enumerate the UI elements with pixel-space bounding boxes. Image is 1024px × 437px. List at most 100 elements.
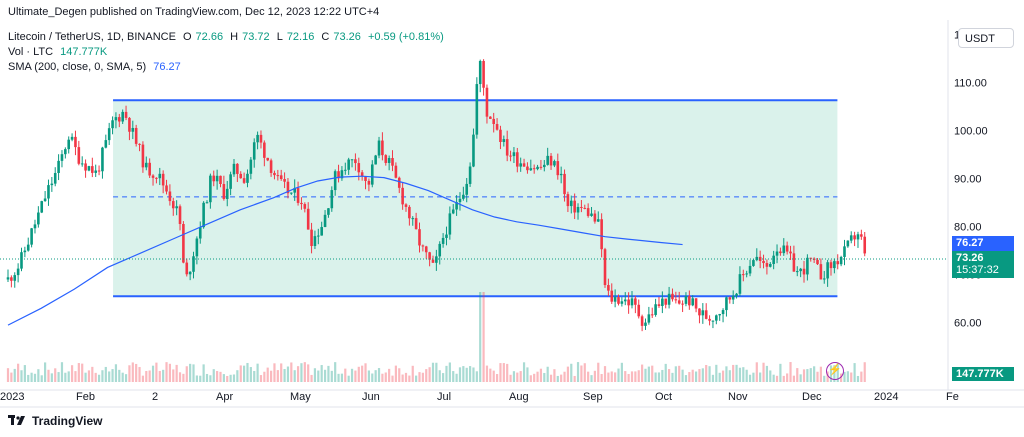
volume-bar bbox=[492, 370, 495, 382]
candle-body bbox=[124, 111, 128, 118]
range-box bbox=[113, 100, 838, 297]
volume-bar bbox=[199, 375, 202, 382]
candle-body bbox=[94, 170, 97, 173]
volume-bar bbox=[782, 375, 785, 382]
sma-price-badge: 76.27 bbox=[952, 236, 1014, 251]
candle-body bbox=[293, 187, 296, 193]
candle-body bbox=[20, 252, 23, 269]
candle-body bbox=[404, 204, 408, 207]
volume-bar bbox=[448, 362, 451, 382]
volume-bar bbox=[603, 366, 607, 382]
candle-body bbox=[428, 252, 431, 260]
volume-bar bbox=[273, 363, 276, 382]
candle-body bbox=[161, 173, 165, 186]
lightning-icon[interactable]: ⚡ bbox=[826, 362, 844, 380]
candle-body bbox=[40, 201, 44, 213]
candle-body bbox=[273, 172, 276, 176]
candle-body bbox=[397, 177, 401, 188]
candle-body bbox=[144, 162, 148, 168]
volume-bar bbox=[310, 374, 313, 382]
candle-body bbox=[627, 299, 630, 306]
volume-bar bbox=[856, 375, 860, 382]
candle-body bbox=[97, 170, 101, 172]
x-tick-label: 2024 bbox=[874, 391, 898, 403]
candle-body bbox=[742, 274, 745, 276]
candle-body bbox=[789, 251, 792, 254]
candle-body bbox=[853, 235, 856, 240]
volume-bar bbox=[745, 369, 748, 382]
candle-body bbox=[357, 163, 361, 173]
volume-bar bbox=[249, 367, 252, 382]
currency-button[interactable]: USDT bbox=[958, 28, 1014, 48]
candle-body bbox=[381, 140, 384, 156]
candle-body bbox=[259, 134, 263, 143]
candle-body bbox=[421, 245, 425, 247]
candle-body bbox=[80, 163, 84, 165]
candle-body bbox=[829, 262, 833, 269]
volume-bar bbox=[718, 372, 721, 382]
volume-bar bbox=[509, 374, 512, 382]
candle-body bbox=[10, 277, 13, 281]
candle-body bbox=[637, 304, 641, 317]
volume-bar bbox=[40, 375, 43, 382]
volume-badge: 147.777K bbox=[952, 367, 1014, 381]
candle-body bbox=[482, 60, 485, 88]
volume-bar bbox=[44, 362, 47, 382]
candle-body bbox=[630, 298, 634, 306]
volume-bar bbox=[141, 375, 145, 382]
volume-bar bbox=[485, 365, 489, 382]
candle-body bbox=[681, 303, 684, 305]
candle-body bbox=[60, 154, 64, 161]
candle-body bbox=[765, 263, 769, 267]
volume-bar bbox=[738, 367, 742, 382]
candle-body bbox=[212, 175, 216, 182]
candle-body bbox=[37, 212, 40, 225]
volume-bar bbox=[60, 362, 64, 382]
volume-bar bbox=[398, 368, 401, 382]
volume-bar bbox=[344, 368, 347, 382]
volume-bar bbox=[286, 366, 290, 382]
candle-body bbox=[826, 262, 829, 279]
candle-body bbox=[462, 194, 465, 199]
volume-bar bbox=[114, 364, 118, 382]
candle-body bbox=[731, 295, 735, 300]
x-tick-label: Nov bbox=[728, 391, 748, 403]
volume-bar bbox=[216, 371, 219, 382]
volume-label[interactable]: Vol · LTC bbox=[8, 46, 54, 58]
volume-bar bbox=[553, 369, 556, 382]
volume-bar bbox=[759, 372, 762, 382]
candle-body bbox=[111, 120, 114, 129]
candle-body bbox=[441, 237, 445, 244]
symbol-label[interactable]: Litecoin / TetherUS, 1D, BINANCE bbox=[8, 31, 176, 43]
candle-body bbox=[414, 218, 418, 230]
volume-bar bbox=[634, 371, 637, 382]
candle-body bbox=[418, 229, 421, 246]
volume-bar bbox=[219, 371, 222, 382]
footer-brand[interactable]: TradingView bbox=[8, 414, 102, 428]
volume-bar bbox=[101, 370, 104, 382]
brand-name: TradingView bbox=[32, 414, 103, 428]
candle-body bbox=[394, 165, 398, 178]
volume-bar bbox=[853, 363, 856, 382]
candle-body bbox=[232, 163, 236, 175]
volume-bar bbox=[533, 373, 536, 382]
candle-body bbox=[438, 243, 442, 257]
candle-body bbox=[296, 187, 300, 203]
volume-bar bbox=[6, 368, 10, 382]
candle-body bbox=[532, 168, 536, 170]
candle-body bbox=[549, 155, 553, 166]
candle-body bbox=[340, 170, 344, 179]
volume-bar bbox=[381, 373, 384, 382]
candle-body bbox=[485, 87, 489, 117]
sma-label[interactable]: SMA (200, close, 0, SMA, 5) bbox=[8, 61, 147, 73]
volume-bar bbox=[688, 372, 691, 382]
candle-body bbox=[698, 308, 701, 316]
volume-bar bbox=[57, 372, 60, 382]
candle-body bbox=[26, 244, 30, 251]
volume-bar bbox=[222, 374, 225, 382]
volume-bar bbox=[128, 365, 131, 382]
candle-body bbox=[303, 204, 307, 209]
volume-bar bbox=[175, 364, 178, 382]
candle-body bbox=[317, 235, 320, 237]
